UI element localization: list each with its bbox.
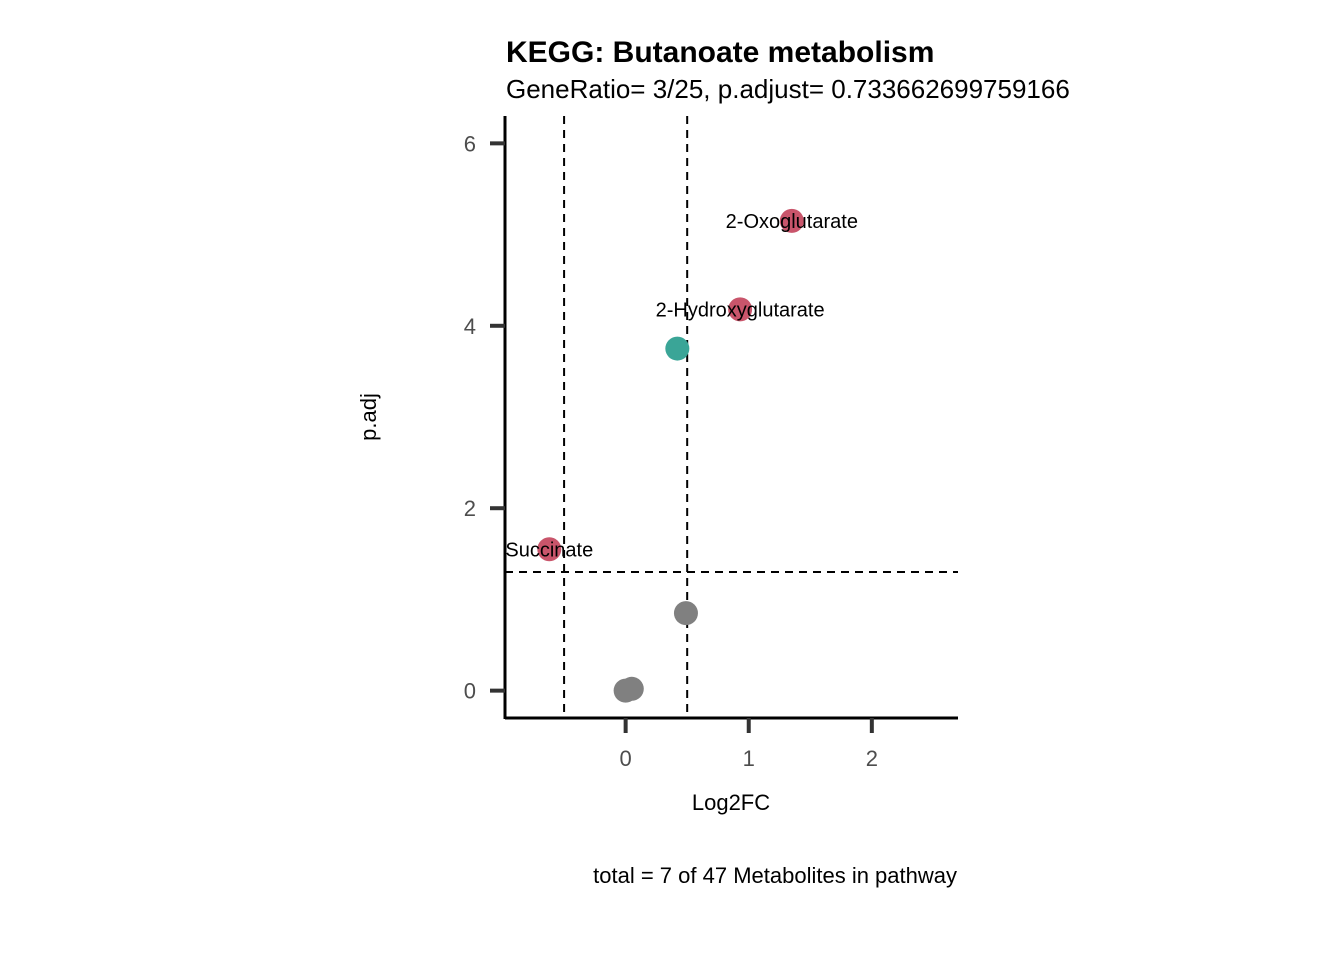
x-tick-label-0: 0: [620, 746, 632, 771]
reference-lines: [505, 116, 958, 718]
y-tick-label-0: 0: [464, 679, 476, 704]
chart-caption: total = 7 of 47 Metabolites in pathway: [593, 863, 957, 888]
point-label-0: 2-Oxoglutarate: [726, 211, 858, 233]
chart-title: KEGG: Butanoate metabolism: [506, 36, 934, 69]
data-point-3: [537, 537, 562, 562]
chart-subtitle: GeneRatio= 3/25, p.adjust= 0.73366269975…: [506, 74, 1070, 104]
y-tick-label-2: 2: [464, 496, 476, 521]
data-points: [537, 208, 804, 703]
point-labels: 2-Oxoglutarate 2-Hydroxyglutarate Succinat…: [505, 211, 858, 561]
data-point-6: [619, 676, 644, 701]
point-label-3: Succinate: [505, 539, 593, 561]
point-label-1: 2-Hydroxyglutarate: [656, 299, 825, 321]
y-tick-label-6: 6: [464, 131, 476, 156]
y-tick-label-4: 4: [464, 314, 476, 339]
data-point-4: [673, 601, 698, 626]
data-point-2: [665, 336, 690, 361]
x-axis-title: Log2FC: [692, 790, 770, 815]
x-tick-label-2: 2: [866, 746, 878, 771]
x-tick-label-1: 1: [743, 746, 755, 771]
y-axis-title: p.adj: [356, 393, 381, 441]
y-axis-ticks: 0 2 4 6: [464, 131, 505, 704]
x-axis-ticks: 0 1 2: [620, 718, 878, 771]
data-point-1: [728, 297, 753, 322]
data-point-0: [779, 208, 804, 233]
